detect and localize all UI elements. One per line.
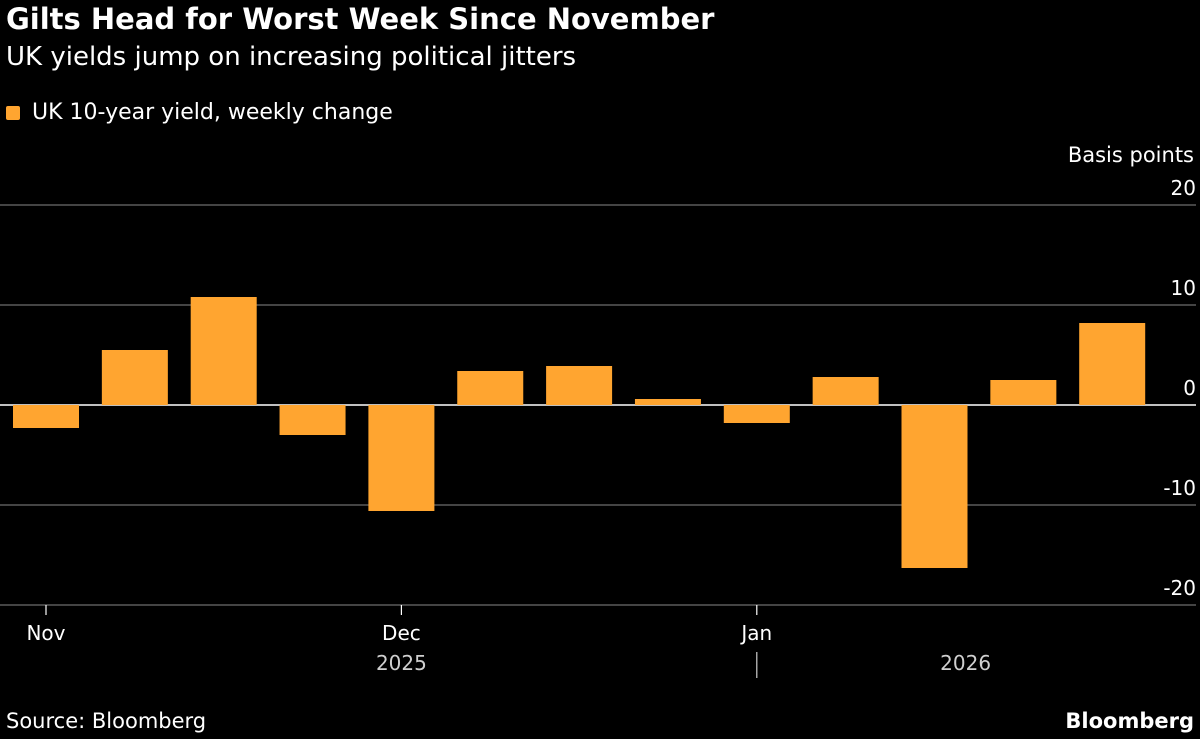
y-tick-label: 20 — [1171, 176, 1196, 200]
x-tick-label: Jan — [739, 621, 772, 645]
x-tick-label: Nov — [26, 621, 65, 645]
y-tick-label: -20 — [1163, 576, 1196, 600]
year-label: 2026 — [940, 651, 991, 675]
source-note: Source: Bloomberg — [6, 709, 207, 733]
chart-subtitle: UK yields jump on increasing political j… — [6, 42, 577, 72]
y-tick-label: 0 — [1183, 376, 1196, 400]
legend: UK 10-year yield, weekly change — [6, 100, 393, 125]
bar — [901, 405, 968, 568]
bar — [546, 366, 613, 405]
legend-swatch — [6, 105, 20, 120]
x-tick-label: Dec — [382, 621, 421, 645]
y-axis-unit-label: Basis points — [1067, 143, 1194, 167]
bar — [368, 405, 435, 511]
y-tick-label: -10 — [1163, 476, 1196, 500]
bar — [812, 377, 879, 405]
year-label: 2025 — [376, 651, 427, 675]
bar — [990, 380, 1057, 405]
bar — [190, 297, 257, 405]
bar — [723, 405, 790, 423]
bar — [1079, 323, 1146, 405]
bar — [279, 405, 346, 435]
bar — [457, 371, 524, 405]
bar — [634, 399, 701, 405]
chart-title: Gilts Head for Worst Week Since November — [6, 2, 715, 36]
bar — [101, 350, 168, 405]
y-tick-label: 10 — [1171, 276, 1196, 300]
bar — [13, 405, 79, 428]
legend-label: UK 10-year yield, weekly change — [32, 100, 393, 125]
brand-logo: Bloomberg — [1065, 709, 1194, 733]
